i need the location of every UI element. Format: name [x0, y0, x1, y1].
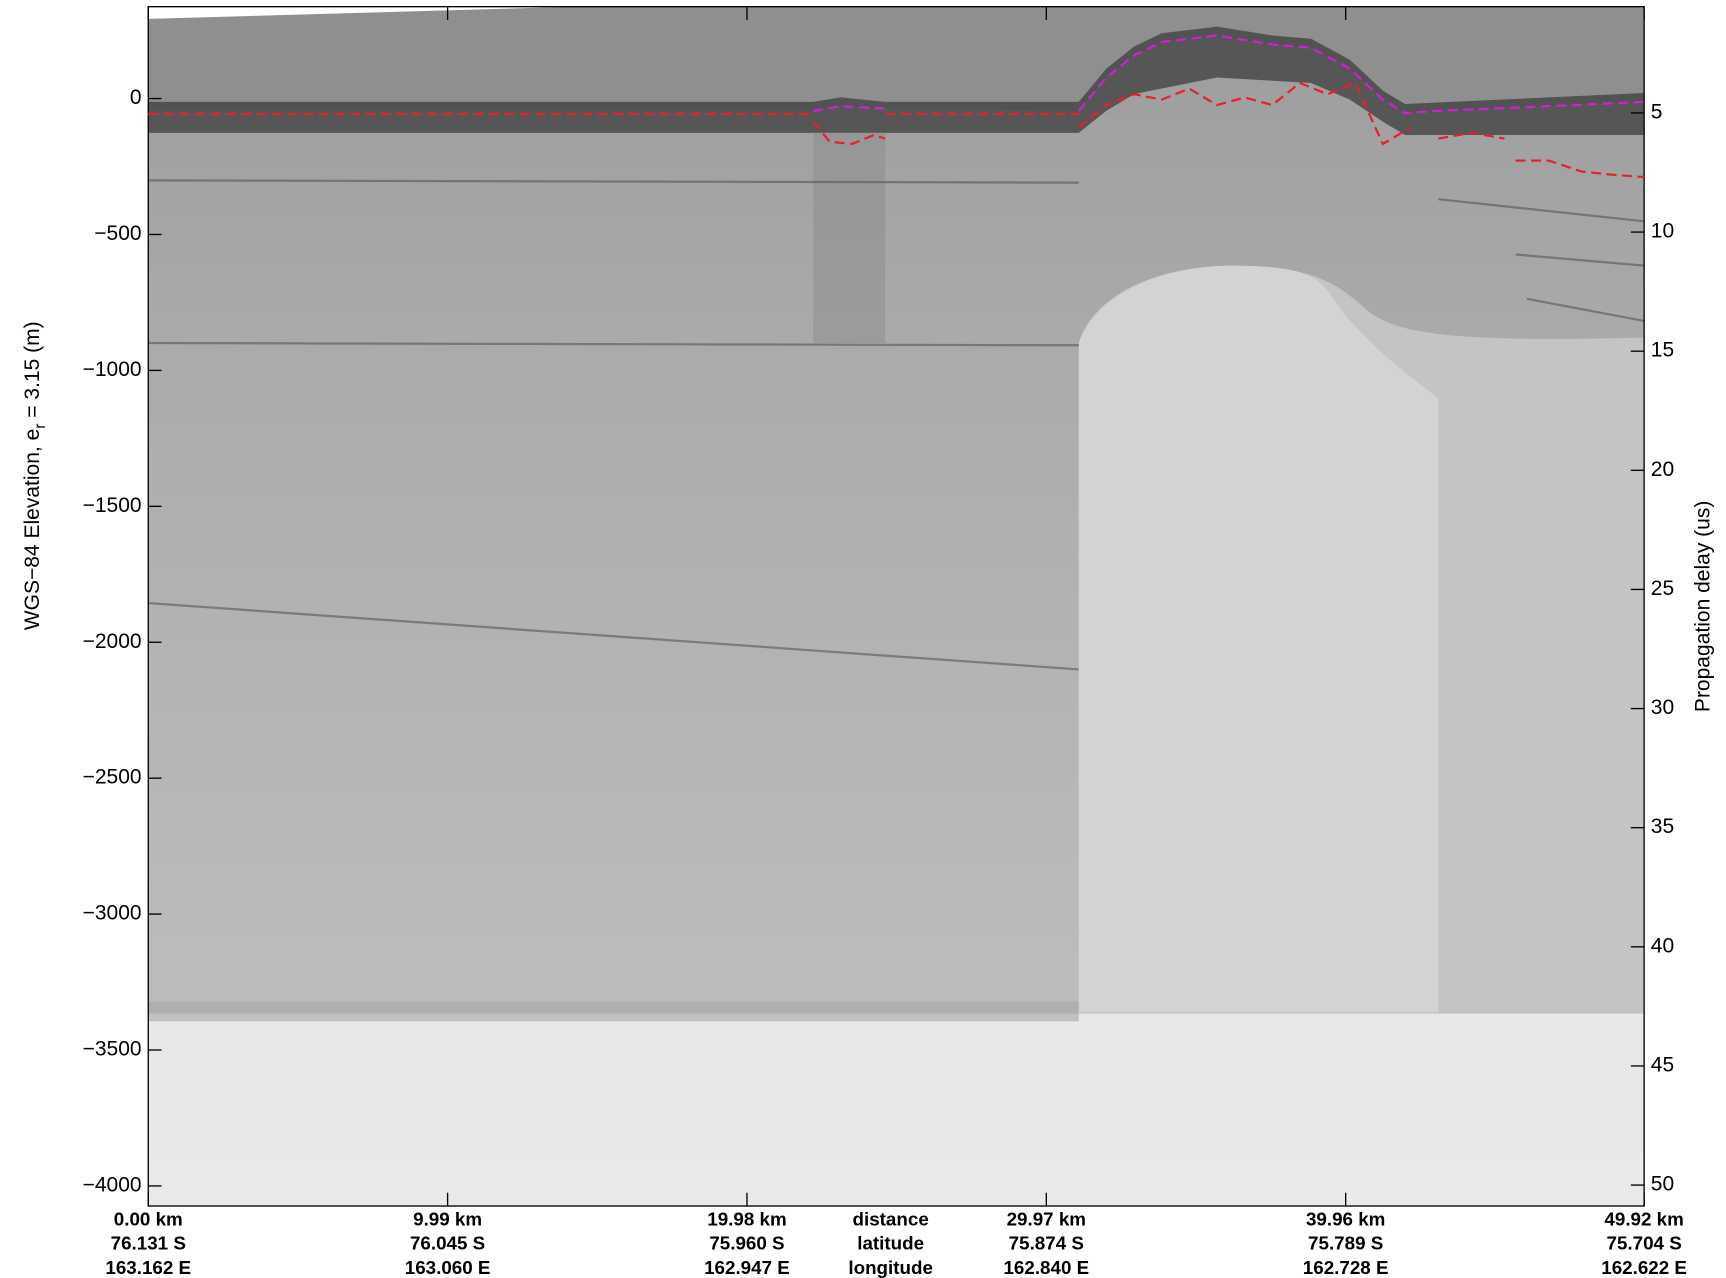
pick-line [812, 81, 1645, 179]
x-tick-label: 39.96 km [1306, 1208, 1385, 1229]
x-tick-label: 49.92 km [1604, 1208, 1683, 1229]
pick-line [813, 34, 1645, 115]
y-tick-label: 0 [130, 86, 142, 109]
y-axis-label: WGS−84 Elevation, er = 3.15 (m) [21, 321, 49, 630]
x-tick-label: 29.97 km [1007, 1208, 1086, 1229]
y2-tick-label: 25 [1651, 577, 1674, 600]
longitude-label: 162.622 E [1601, 1257, 1687, 1278]
y-tick-label: −1000 [83, 358, 142, 381]
plot-frame [147, 6, 1645, 1207]
y2-tick-label: 15 [1651, 339, 1674, 362]
y-tick-label: −500 [94, 222, 141, 245]
x-tick-label: 9.99 km [413, 1208, 482, 1229]
y-tick-label: −4000 [83, 1173, 142, 1196]
y-tick-label: −1500 [83, 494, 142, 517]
y-tick-label: −3000 [83, 902, 142, 925]
latitude-label: 75.704 S [1606, 1233, 1681, 1254]
y2-tick-label: 20 [1651, 458, 1674, 481]
echogram [148, 6, 1645, 1207]
x-tick-label: 19.98 km [707, 1208, 786, 1229]
y-tick-label: −3500 [83, 1038, 142, 1061]
y2-tick-label: 10 [1651, 220, 1674, 243]
y2-tick-label: 50 [1651, 1173, 1674, 1196]
row-label: latitude [857, 1233, 924, 1254]
x-tick-label: 0.00 km [114, 1208, 183, 1229]
row-label: longitude [848, 1257, 933, 1278]
y2-tick-label: 40 [1651, 934, 1674, 957]
latitude-label: 76.131 S [111, 1233, 186, 1254]
y-tick-label: −2000 [83, 630, 142, 653]
y2-tick-label: 30 [1651, 696, 1674, 719]
row-label: distance [853, 1208, 929, 1229]
latitude-label: 75.789 S [1308, 1233, 1383, 1254]
latitude-label: 75.960 S [709, 1233, 784, 1254]
longitude-label: 162.840 E [1003, 1257, 1089, 1278]
latitude-label: 76.045 S [410, 1233, 485, 1254]
longitude-label: 163.060 E [405, 1257, 491, 1278]
longitude-label: 162.728 E [1303, 1257, 1389, 1278]
y2-tick-label: 5 [1651, 100, 1663, 123]
longitude-label: 162.947 E [704, 1257, 790, 1278]
latitude-label: 75.874 S [1009, 1233, 1084, 1254]
y2-tick-label: 35 [1651, 815, 1674, 838]
y2-tick-label: 45 [1651, 1053, 1674, 1076]
y-tick-label: −2500 [83, 766, 142, 789]
longitude-label: 163.162 E [105, 1257, 191, 1278]
y2-axis-label: Propagation delay (us) [1691, 501, 1714, 712]
